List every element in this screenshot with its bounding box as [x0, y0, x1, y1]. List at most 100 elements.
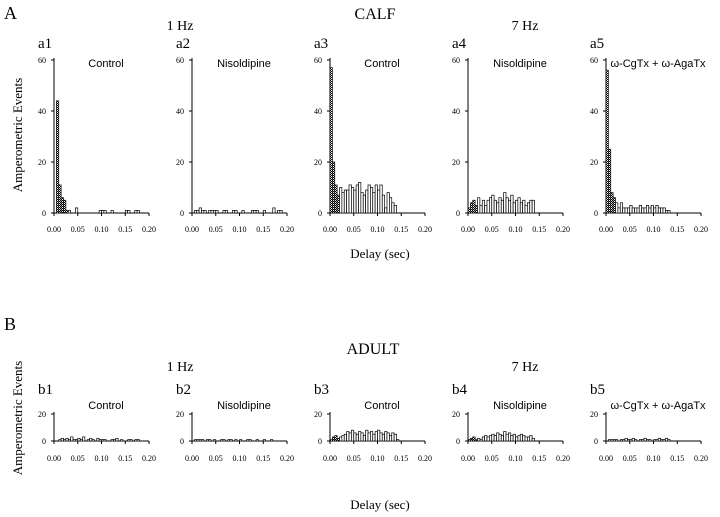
- histogram-bar: [127, 210, 131, 214]
- x-tick-label: 0.00: [47, 225, 61, 234]
- y-tick-label: 20: [452, 158, 460, 167]
- x-axis-label-a: Delay (sec): [350, 246, 410, 261]
- histogram-bar: [512, 202, 516, 214]
- histogram-bar: [124, 210, 128, 214]
- histogram-bar: [115, 437, 119, 442]
- y-tick-label: 20: [176, 410, 184, 419]
- histogram-bar: [474, 439, 478, 442]
- y-tick-label: 40: [590, 107, 598, 116]
- y-tick-label: 20: [314, 158, 322, 167]
- histogram-bar: [103, 210, 107, 214]
- histogram-bar: [638, 439, 642, 442]
- histogram-bar: [86, 439, 90, 442]
- histogram-bar: [512, 433, 516, 442]
- freq-label-b-7hz: 7 Hz: [512, 360, 539, 375]
- histogram-bar: [470, 437, 474, 442]
- histogram-bar: [605, 69, 609, 214]
- x-tick-label: 0.00: [599, 454, 613, 463]
- histogram-bar: [60, 197, 64, 214]
- histogram-bar: [641, 207, 645, 214]
- histogram-bar: [343, 433, 347, 442]
- histogram-bar: [519, 433, 523, 442]
- histogram-bar: [98, 210, 102, 214]
- histogram-bar: [77, 437, 81, 442]
- histogram-bar: [615, 202, 619, 214]
- histogram-bar: [665, 437, 669, 442]
- histogram-bar: [643, 207, 647, 214]
- histogram-bar: [622, 439, 626, 442]
- histogram-bar: [89, 437, 93, 442]
- x-tick-label: 0.15: [532, 225, 546, 234]
- histogram-bar: [665, 210, 669, 214]
- histogram-bar: [484, 205, 488, 214]
- histogram-bar: [619, 202, 623, 214]
- histogram-bar: [277, 210, 281, 214]
- histogram-bar: [348, 432, 352, 442]
- x-tick-label: 0.05: [623, 225, 637, 234]
- histogram-bar: [389, 197, 393, 214]
- histogram-bar: [205, 439, 209, 442]
- histogram-bar: [515, 199, 519, 214]
- histogram-bar: [648, 207, 652, 214]
- y-tick-label: 0: [318, 437, 322, 446]
- histogram-bar: [63, 199, 67, 214]
- histogram-bar: [246, 439, 250, 442]
- y-tick-label: 40: [452, 107, 460, 116]
- x-tick-label: 0.20: [280, 225, 294, 234]
- x-tick-label: 0.10: [95, 454, 109, 463]
- histogram-bar: [667, 439, 671, 442]
- histogram-bar: [631, 207, 635, 214]
- histogram-bar: [339, 436, 343, 442]
- x-tick-label: 0.10: [371, 225, 385, 234]
- histogram-bar: [103, 439, 107, 442]
- histogram-bar: [110, 210, 114, 214]
- histogram-bar: [332, 161, 336, 214]
- histogram-bar: [608, 148, 612, 214]
- histogram-bar: [222, 210, 226, 214]
- x-tick-label: 0.05: [485, 454, 499, 463]
- histogram-bar: [127, 439, 131, 442]
- histogram-bar: [334, 184, 338, 214]
- histogram-b4: 0 20 0.00 0.05 0.10 0.15 0.20 b4 Nisoldipine: [452, 382, 570, 463]
- histogram-bar: [101, 210, 105, 214]
- histogram-bar: [393, 205, 397, 214]
- histogram-bar: [208, 439, 212, 442]
- x-tick-label: 0.10: [509, 225, 523, 234]
- histogram-bar: [332, 436, 336, 442]
- histogram-bar: [241, 210, 245, 214]
- histogram-bar: [472, 199, 476, 214]
- y-tick-label: 0: [456, 437, 460, 446]
- histogram-bar: [96, 437, 100, 442]
- histogram-bar: [367, 432, 371, 442]
- x-tick-label: 0.05: [71, 225, 85, 234]
- y-tick-label: 60: [452, 56, 460, 65]
- x-tick-label: 0.20: [280, 454, 294, 463]
- histogram-bar: [365, 189, 369, 214]
- subpanel-label: b2: [176, 382, 191, 398]
- histogram-bar: [360, 192, 364, 214]
- histogram-bar: [662, 207, 666, 214]
- histogram-bar: [643, 437, 647, 442]
- y-tick-label: 0: [594, 437, 598, 446]
- histogram-bar: [110, 439, 114, 442]
- histogram-bar: [479, 205, 483, 214]
- histogram-bar: [627, 207, 631, 214]
- histogram-a3: 0 20 40 60 0.00 0.05 0.10 0.15 0.20 a3 Control: [314, 36, 432, 234]
- histogram-bar: [120, 439, 124, 442]
- histogram-b1: 0 20 0.00 0.05 0.10 0.15 0.20 b1 Control: [38, 382, 156, 463]
- histogram-bar: [98, 439, 102, 442]
- histogram-bar: [503, 192, 507, 214]
- histogram-bar: [63, 439, 67, 442]
- histogram-bar: [351, 429, 355, 442]
- histogram-bar: [505, 433, 509, 442]
- condition-title: Nisoldipine: [217, 400, 271, 412]
- y-tick-label: 20: [38, 158, 46, 167]
- histogram-bar: [479, 439, 483, 442]
- histogram-bar: [67, 210, 71, 214]
- condition-title: ω-CgTx + ω-AgaTx: [610, 58, 706, 70]
- histogram-bar: [358, 182, 362, 214]
- histogram-bar: [201, 210, 205, 214]
- x-tick-label: 0.05: [71, 454, 85, 463]
- histogram-bar: [496, 202, 500, 214]
